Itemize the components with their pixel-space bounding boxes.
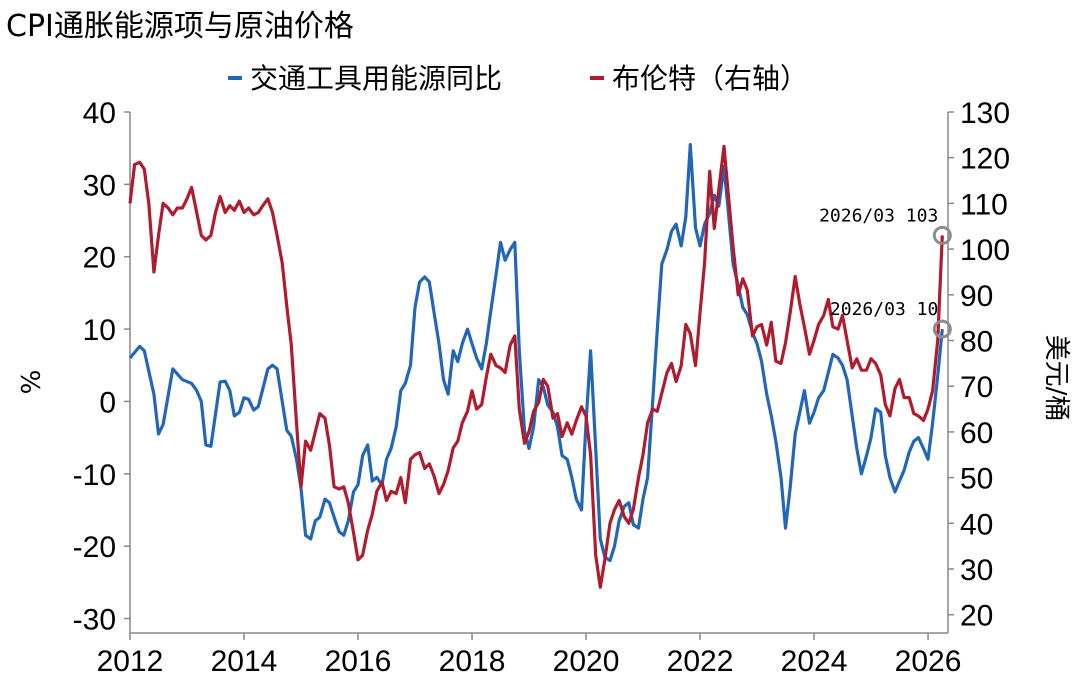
y-right-tick-label: 50	[960, 463, 993, 496]
y-left-tick-label: 20	[83, 242, 116, 275]
y-right-tick-label: 40	[960, 508, 993, 541]
y-right-tick-label: 70	[960, 371, 993, 404]
annotation-layer: 2026/03 103 2026/03 10	[819, 205, 952, 339]
y-left-tick-label: 40	[83, 97, 116, 130]
y-left-tick-label: -20	[73, 531, 116, 564]
legend: 交通工具用能源同比 布伦特（右轴）	[228, 62, 808, 95]
y-right-tick-label: 20	[960, 600, 993, 633]
y-right-tick-label: 100	[960, 234, 1010, 267]
y-left-tick-label: 0	[99, 386, 116, 419]
x-tick-label: 2014	[211, 645, 278, 678]
chart-title: CPI通胀能源项与原油价格	[6, 9, 354, 44]
axes: -30 -20 -10 0 10 20 30 40 20 30 40 50 60 70 80 90 100 110…	[73, 97, 1010, 678]
annotation-label: 2026/03 103	[819, 205, 938, 226]
series-layer	[128, 143, 944, 589]
annotation-label: 2026/03 10	[830, 299, 938, 320]
y-axis-right-label: 美元/桶	[1041, 335, 1071, 422]
y-left-tick-label: 30	[83, 169, 116, 202]
annotation-marker	[932, 225, 952, 245]
y-right-tick-label: 120	[960, 143, 1010, 176]
y-axis-left-label: %	[17, 370, 47, 395]
x-tick-label: 2012	[97, 645, 164, 678]
x-tick-label: 2018	[439, 645, 506, 678]
y-right-tick-label: 130	[960, 97, 1010, 130]
x-tick-label: 2016	[325, 645, 392, 678]
x-tick-label: 2022	[667, 645, 734, 678]
y-right-tick-label: 60	[960, 417, 993, 450]
y-right-tick-label: 90	[960, 280, 993, 313]
x-tick-label: 2026	[895, 645, 962, 678]
y-left-tick-label: 10	[83, 314, 116, 347]
y-left-tick-label: -10	[73, 459, 116, 492]
series-line-brent	[128, 144, 944, 589]
legend-label-brent: 布伦特（右轴）	[612, 62, 808, 95]
x-tick-label: 2024	[781, 645, 848, 678]
legend-label-energy-yoy: 交通工具用能源同比	[250, 62, 502, 95]
y-right-tick-label: 80	[960, 326, 993, 359]
y-right-tick-label: 110	[960, 188, 1008, 221]
annotation-marker	[932, 319, 952, 339]
y-left-tick-label: -30	[73, 604, 116, 637]
y-right-tick-label: 30	[960, 554, 993, 587]
x-tick-label: 2020	[553, 645, 620, 678]
